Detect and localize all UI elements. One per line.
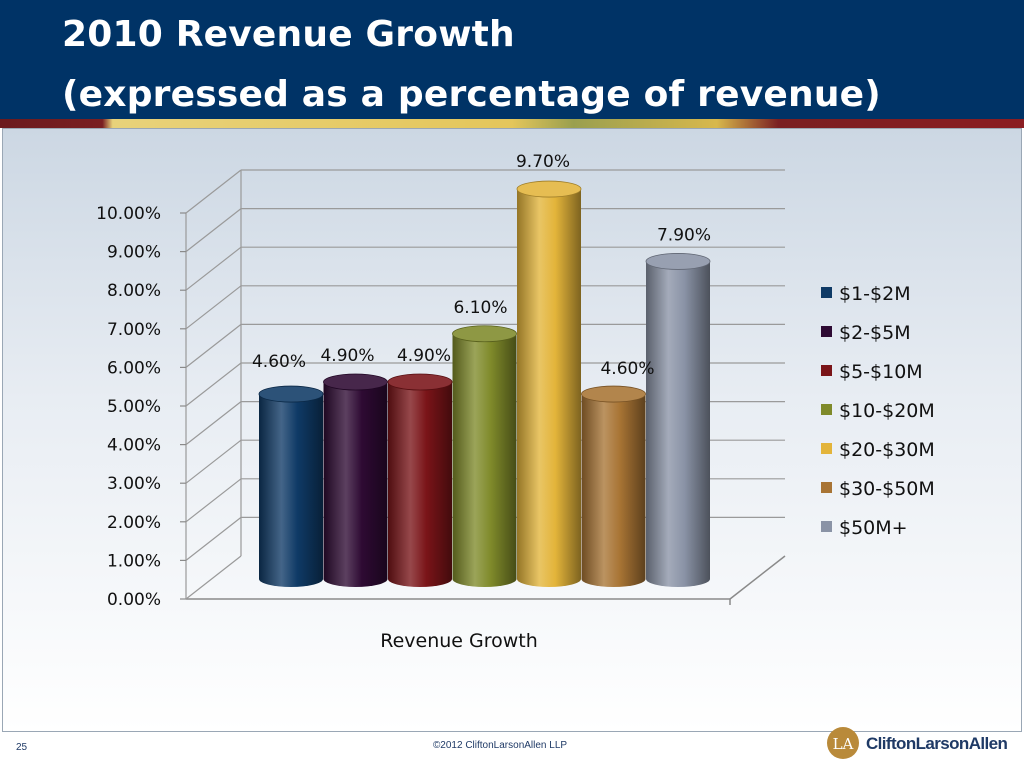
data-label: 6.10% (453, 298, 507, 318)
legend-label: $1-$2M (839, 283, 911, 305)
bar-body (581, 394, 646, 587)
bar-body (646, 261, 710, 587)
legend-label: $50M+ (839, 517, 908, 539)
bar--5-10m (387, 373, 453, 587)
y-tick-label: 7.00% (107, 320, 161, 340)
legend-label: $10-$20M (839, 400, 935, 422)
bar-body (517, 189, 581, 587)
legend-item: $20-$30M (821, 439, 935, 461)
y-tick-label: 10.00% (96, 204, 161, 224)
data-label: 4.90% (320, 346, 374, 366)
chart-panel: 0.00% 1.00% 2.00% 3.00% 4.00% 5.00% 6.00% 7.00%… (2, 128, 1022, 732)
legend-label: $2-$5M (839, 322, 911, 344)
chart-bars (258, 180, 711, 587)
bar--10-20m (452, 325, 517, 587)
y-tick-label: 3.00% (107, 474, 161, 494)
legend-item: $10-$20M (821, 400, 935, 422)
bar--2-5m (323, 373, 388, 587)
y-tick-label: 1.00% (107, 551, 161, 571)
data-label: 4.60% (252, 352, 306, 372)
bar-top (645, 253, 711, 270)
slide-title: 2010 Revenue Growth (62, 14, 515, 55)
legend-item: $5-$10M (821, 361, 923, 383)
y-tick-label: 8.00% (107, 281, 161, 301)
legend-label: $20-$30M (839, 439, 935, 461)
y-tick-label: 0.00% (107, 590, 161, 610)
legend-swatch (821, 482, 832, 493)
bar-top (581, 385, 646, 403)
header-accent-band (0, 119, 1024, 128)
legend-item: $1-$2M (821, 283, 911, 305)
slide-subtitle: (expressed as a percentage of revenue) (62, 74, 881, 115)
company-logo: LA CliftonLarsonAllen (826, 724, 1020, 764)
y-axis-ticks: 0.00% 1.00% 2.00% 3.00% 4.00% 5.00% 6.00% 7.00%… (96, 204, 186, 610)
y-tick-label: 4.00% (107, 436, 161, 456)
x-axis-title: Revenue Growth (380, 630, 538, 652)
chart-legend: $1-$2M $2-$5M $5-$10M $10-$20M $20-$30M $30-$… (821, 283, 935, 539)
legend-swatch (821, 287, 832, 298)
legend-item: $50M+ (821, 517, 908, 539)
bar-chart: 0.00% 1.00% 2.00% 3.00% 4.00% 5.00% 6.00% 7.00%… (96, 152, 935, 652)
legend-swatch (821, 443, 832, 454)
y-tick-label: 6.00% (107, 358, 161, 378)
bar--50m- (645, 253, 711, 587)
bar-top (323, 373, 388, 391)
slide-header: 2010 Revenue Growth (expressed as a perc… (0, 0, 1024, 128)
legend-swatch (821, 404, 832, 415)
legend-item: $2-$5M (821, 322, 911, 344)
bar-top (258, 385, 324, 403)
logo-mark-icon: LA (827, 727, 859, 759)
logo-wordmark: CliftonLarsonAllen (866, 734, 1008, 753)
legend-label: $30-$50M (839, 478, 935, 500)
bar-body (452, 333, 517, 587)
y-tick-label: 9.00% (107, 243, 161, 263)
data-labels: 4.60% 4.90% 4.90% 6.10% 9.70% 4.60% 7.90% (252, 152, 711, 379)
bar-body (388, 382, 452, 587)
bar-top (516, 180, 582, 198)
legend-label: $5-$10M (839, 361, 923, 383)
legend-swatch (821, 365, 832, 376)
data-label: 4.60% (600, 359, 654, 379)
legend-item: $30-$50M (821, 478, 935, 500)
bar--20-30m (516, 180, 582, 587)
page-number: 25 (16, 742, 28, 753)
y-tick-label: 5.00% (107, 397, 161, 417)
y-tick-label: 2.00% (107, 513, 161, 533)
data-label: 7.90% (657, 225, 711, 245)
bar--1-2m (258, 385, 324, 587)
data-label: 4.90% (397, 346, 451, 366)
legend-swatch (821, 521, 832, 532)
logo-mark-text: LA (833, 735, 854, 753)
bar-top (452, 325, 517, 343)
bar--30-50m (581, 385, 646, 587)
bar-body (323, 382, 388, 587)
copyright-text: ©2012 CliftonLarsonAllen LLP (432, 740, 568, 751)
bar-top (387, 373, 453, 391)
legend-swatch (821, 326, 832, 337)
bar-body (259, 394, 323, 587)
data-label: 9.70% (516, 152, 570, 172)
